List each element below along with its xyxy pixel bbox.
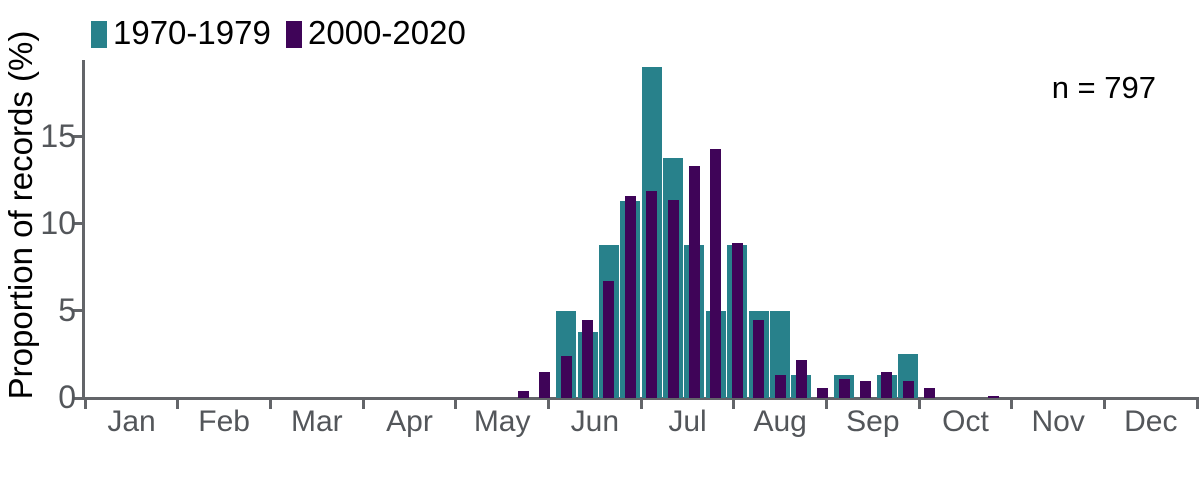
x-axis-line <box>82 397 1199 400</box>
bar-2000-2020-week-36 <box>838 378 850 398</box>
bar-2000-2020-week-21 <box>517 391 529 398</box>
x-tick-4 <box>454 400 458 409</box>
bar-2000-2020-week-37 <box>860 380 872 398</box>
x-tick-3 <box>361 400 365 409</box>
x-tick-5 <box>546 400 550 409</box>
bar-2000-2020-week-23 <box>560 356 572 398</box>
x-tick-label-may: May <box>473 405 531 438</box>
x-tick-10 <box>1010 400 1014 409</box>
bar-2000-2020-week-26 <box>624 196 636 398</box>
x-tick-label-dec: Dec <box>1124 405 1178 438</box>
x-tick-9 <box>917 400 921 409</box>
x-tick-11 <box>1102 400 1106 409</box>
x-tick-label-jun: Jun <box>570 405 620 438</box>
plot-panel <box>85 62 1197 398</box>
x-tick-label-aug: Aug <box>753 405 807 438</box>
bar-2000-2020-week-34 <box>795 359 807 398</box>
x-tick-label-apr: Apr <box>386 405 433 438</box>
bar-2000-2020-week-32 <box>753 319 765 398</box>
bar-2000-2020-week-25 <box>603 281 615 398</box>
x-tick-label-jan: Jan <box>107 405 156 438</box>
bar-2000-2020-week-38 <box>881 371 893 398</box>
x-tick-label-nov: Nov <box>1031 405 1085 438</box>
bar-2000-2020-week-40 <box>924 387 936 398</box>
legend-label-1970-1979: 1970-1979 <box>113 14 271 51</box>
x-tick-7 <box>732 400 736 409</box>
y-tick-10 <box>73 222 82 226</box>
bar-2000-2020-week-29 <box>688 166 700 398</box>
bar-2000-2020-week-30 <box>710 149 722 398</box>
x-tick-label-sep: Sep <box>846 405 900 438</box>
bar-2000-2020-week-39 <box>902 380 914 398</box>
x-tick-label-jul: Jul <box>668 405 707 438</box>
x-tick-8 <box>824 400 828 409</box>
x-tick-12 <box>1195 400 1199 409</box>
legend-swatch-2000-2020 <box>286 21 302 48</box>
x-tick-label-feb: Feb <box>198 405 250 438</box>
legend-label-2000-2020: 2000-2020 <box>308 14 466 51</box>
y-tick-0 <box>73 396 82 400</box>
y-tick-label-5: 5 <box>58 291 76 328</box>
y-tick-5 <box>73 309 82 313</box>
sample-size-annotation: n = 797 <box>1051 70 1156 105</box>
bar-2000-2020-week-28 <box>667 199 679 398</box>
bar-2000-2020-week-33 <box>774 375 786 398</box>
bar-2000-2020-week-43 <box>988 396 1000 398</box>
x-tick-label-oct: Oct <box>942 405 989 438</box>
y-tick-label-0: 0 <box>58 379 76 415</box>
bar-2000-2020-week-31 <box>731 243 743 398</box>
y-tick-label-15: 15 <box>40 117 76 154</box>
x-tick-6 <box>639 400 643 409</box>
legend-swatch-1970-1979 <box>91 21 107 48</box>
bar-2000-2020-week-27 <box>646 190 658 398</box>
x-tick-2 <box>268 400 272 409</box>
bar-2000-2020-week-35 <box>817 387 829 398</box>
x-tick-0 <box>83 400 87 409</box>
y-tick-15 <box>73 135 82 139</box>
y-axis-line <box>82 60 85 400</box>
y-tick-label-10: 10 <box>40 204 76 241</box>
bar-2000-2020-week-24 <box>582 319 594 398</box>
bar-2000-2020-week-22 <box>539 371 551 398</box>
x-tick-label-mar: Mar <box>290 405 343 438</box>
x-tick-1 <box>176 400 180 409</box>
